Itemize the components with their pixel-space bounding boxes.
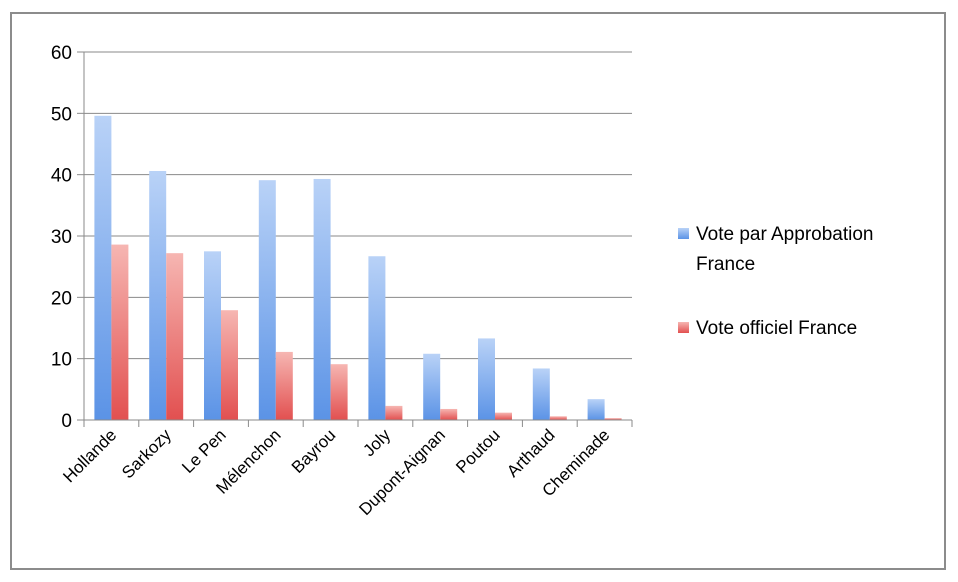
x-tick-label: Arthaud <box>503 425 559 481</box>
bar-official-m-lenchon <box>275 351 293 420</box>
y-tick-label: 10 <box>51 350 72 371</box>
bar-official-arthaud <box>549 416 567 420</box>
y-tick-labels: 0 10 20 30 40 50 60 <box>51 43 72 432</box>
y-tick-label: 50 <box>51 104 72 125</box>
bar-official-cheminade <box>604 418 622 420</box>
y-tick-label: 0 <box>61 411 72 432</box>
bar-official-bayrou <box>330 364 348 420</box>
legend: Vote par Approbation France Vote officiel … <box>678 224 873 339</box>
bar-official-joly <box>385 405 403 420</box>
bar-approval-arthaud <box>532 368 550 420</box>
legend-label: Vote par Approbation <box>696 224 873 245</box>
x-tick-label: Joly <box>359 425 394 460</box>
y-tick-label: 40 <box>51 166 72 187</box>
bar-official-le-pen <box>221 310 238 420</box>
bar-approval-cheminade <box>587 399 605 420</box>
y-tick-label: 20 <box>51 288 72 309</box>
x-tick-label: Hollande <box>59 425 120 486</box>
bar-approval-dupont-aignan <box>423 353 441 420</box>
x-tick-label: Bayrou <box>288 425 340 477</box>
bar-official-sarkozy <box>166 253 184 420</box>
x-tick-label: Sarkozy <box>118 425 175 482</box>
legend-label: France <box>696 254 755 275</box>
bar-approval-hollande <box>94 115 112 420</box>
legend-swatch <box>678 322 689 333</box>
legend-swatch <box>678 228 689 239</box>
legend-label: Vote officiel France <box>696 318 857 339</box>
bar-approval-bayrou <box>313 178 331 420</box>
bar-approval-poutou <box>478 338 495 420</box>
y-tick-label: 60 <box>51 43 72 64</box>
x-tick-label: Poutou <box>452 425 504 477</box>
chart-frame: 0 10 20 30 40 50 60 Hollande Sarkozy Le Pen Mélen… <box>10 12 946 570</box>
x-tick-label: Le Pen <box>178 425 230 477</box>
bar-official-poutou <box>495 412 512 420</box>
bar-approval-m-lenchon <box>258 180 276 420</box>
bar-approval-le-pen <box>204 251 221 420</box>
y-tick-label: 30 <box>51 227 72 248</box>
bar-approval-joly <box>368 256 386 420</box>
bars <box>94 115 622 420</box>
bar-official-hollande <box>111 244 129 420</box>
bar-approval-sarkozy <box>149 170 167 420</box>
bar-official-dupont-aignan <box>440 408 458 420</box>
axes <box>83 52 633 427</box>
